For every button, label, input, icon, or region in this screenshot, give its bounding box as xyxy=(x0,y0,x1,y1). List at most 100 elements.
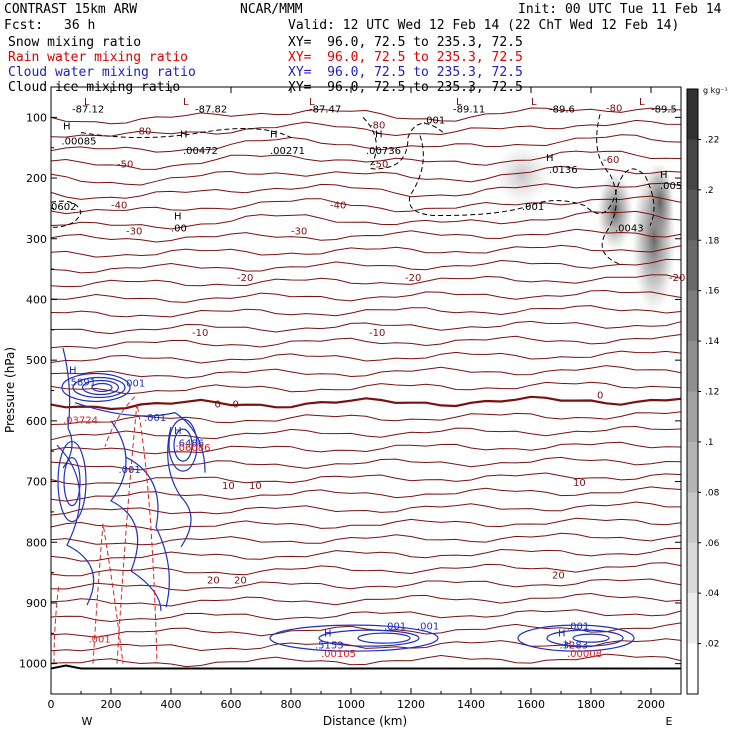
x-tick-label: 1600 xyxy=(517,698,545,711)
high-marker: H xyxy=(660,170,668,181)
y-tick-label: 400 xyxy=(26,293,47,306)
rain-label: .00008 xyxy=(567,649,602,660)
cloud-water-label: .001 xyxy=(384,622,406,633)
isotherm-line xyxy=(50,411,682,425)
colorbar-tick-label: .22 xyxy=(705,135,719,145)
isotherm-label: -40 xyxy=(330,200,346,211)
isotherm-line xyxy=(50,609,682,623)
cloud-water-contour xyxy=(63,456,81,507)
isotherm-label: 20 xyxy=(552,571,565,582)
high-marker: H xyxy=(558,628,566,639)
cloud-water-label: .001 xyxy=(144,413,166,424)
cloud-water-contour xyxy=(74,402,206,473)
cloud-water-contour xyxy=(173,428,193,462)
rain-label: .03724 xyxy=(63,415,98,426)
minimum-value-label: -89.11 xyxy=(453,104,485,115)
rain-contours xyxy=(53,396,158,664)
field-name-snow: Snow mixing ratio xyxy=(8,35,142,50)
cloud-water-contour xyxy=(546,629,624,647)
east-label: E xyxy=(666,715,673,728)
x-tick-label: 800 xyxy=(281,698,302,711)
ice-contour xyxy=(362,116,444,170)
isotherm-line xyxy=(50,441,682,455)
rain-contour xyxy=(92,523,124,664)
colorbar-swatch xyxy=(687,593,698,645)
cloud-water-label: .5153 xyxy=(315,640,344,651)
isotherm-line xyxy=(50,425,682,441)
high-marker: H xyxy=(375,129,383,140)
forecast-label: Fcst: xyxy=(4,18,44,33)
cloud-water-label: .6486 xyxy=(176,438,205,449)
cloud-water-contour xyxy=(269,624,439,652)
isotherm-line xyxy=(50,395,682,411)
ice-contour xyxy=(408,135,655,226)
west-label: W xyxy=(82,715,93,728)
x-tick-label: 1000 xyxy=(337,698,365,711)
colorbar-swatch xyxy=(687,391,698,443)
cloud-water-contour xyxy=(318,629,420,647)
isotherm-line xyxy=(50,381,682,395)
isotherm-label: -30 xyxy=(291,227,307,238)
low-marker: L xyxy=(531,97,537,108)
y-tick-label: 600 xyxy=(26,415,47,428)
cloud-water-contour xyxy=(125,456,170,608)
isotherm-line xyxy=(50,472,682,486)
high-marker: H xyxy=(546,153,554,164)
isotherm-line xyxy=(50,562,682,577)
colorbar-tick-label: .08 xyxy=(705,488,720,498)
cloud-water-label: .3283 xyxy=(560,640,589,651)
isotherm-label: -60 xyxy=(603,155,619,166)
isotherm-line xyxy=(50,165,682,186)
x-tick-label: 200 xyxy=(101,698,122,711)
ice-max-label: .00472 xyxy=(183,146,218,157)
isotherm-line xyxy=(50,274,682,288)
x-tick-label: 600 xyxy=(221,698,242,711)
snow-shade-blob xyxy=(597,171,633,252)
colorbar-tick-label: .04 xyxy=(705,589,720,599)
minimum-value-label: -87.47 xyxy=(309,104,341,115)
ice-contour-label: .0043 xyxy=(615,223,644,234)
model-title: CONTRAST 15km ARW xyxy=(4,2,138,17)
cloud-water-label: .001 xyxy=(417,622,439,633)
terrain-line xyxy=(50,664,681,670)
colorbar-swatch xyxy=(687,643,698,695)
cloud-water-contours xyxy=(56,347,635,652)
y-axis-title: Pressure (hPa) xyxy=(3,347,17,433)
isotherm-line xyxy=(50,134,682,153)
isotherm-line xyxy=(50,119,682,138)
isotherm-line xyxy=(50,653,682,668)
isotherm-line xyxy=(50,517,682,531)
isotherm-line xyxy=(50,107,682,125)
isotherm-label: -30 xyxy=(126,227,142,238)
isotherm-label: 20 xyxy=(234,576,247,587)
ice-contour-label: .001 xyxy=(423,115,445,126)
cloud-water-contour xyxy=(57,440,87,523)
cloud-water-contour xyxy=(110,420,162,611)
isotherm-label: 0 xyxy=(597,390,603,401)
cloud-water-contour xyxy=(167,426,192,548)
plot-frame xyxy=(50,86,682,695)
colorbar-units: g kg⁻¹ xyxy=(703,86,728,95)
high-marker: H xyxy=(180,129,188,140)
cloud-water-label: .5891 xyxy=(68,378,97,389)
isotherm-line xyxy=(50,289,682,303)
isotherm-label: -10 xyxy=(369,328,385,339)
low-marker: L xyxy=(84,97,90,108)
isotherm-label: -50 xyxy=(117,160,133,171)
colorbar-tick-label: .12 xyxy=(705,388,719,398)
rain-contour xyxy=(53,583,60,664)
y-tick-label: 800 xyxy=(26,536,47,549)
isotherm-label: 0 xyxy=(215,399,221,410)
minimum-value-label: -87.82 xyxy=(195,104,227,115)
cloud-water-contour xyxy=(357,632,411,644)
cloud-ice-contours xyxy=(50,114,655,265)
isotherm-label: -40 xyxy=(111,200,127,211)
isotherm-label: 10 xyxy=(573,478,586,489)
ice-max-label: .00271 xyxy=(270,146,305,157)
isotherm-label: 0 xyxy=(233,399,239,410)
x-tick-label: 1200 xyxy=(397,698,425,711)
isotherm-line xyxy=(50,638,682,652)
isotherm-line xyxy=(50,592,682,607)
